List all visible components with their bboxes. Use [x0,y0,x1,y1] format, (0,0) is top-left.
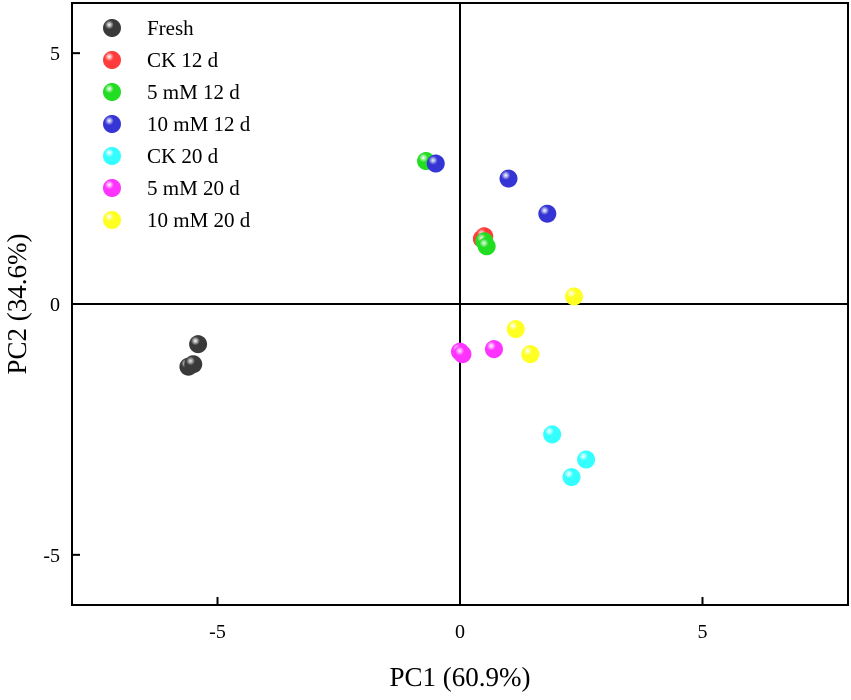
legend-label: CK 20 d [147,144,219,168]
legend-label: 5 mM 20 d [147,176,240,200]
legend-marker [103,179,121,197]
legend-marker [103,19,121,37]
series-fresh [179,335,208,376]
data-point [189,335,208,354]
data-point [564,287,583,306]
legend-label: Fresh [147,16,194,40]
legend-marker [103,211,121,229]
y-tick-label: 0 [50,294,60,316]
data-point [184,355,203,374]
data-point [562,468,581,487]
data-point [499,169,518,188]
series-ck-20-d [543,425,596,487]
x-axis-title: PC1 (60.9%) [390,662,531,692]
legend-marker [103,51,121,69]
y-tick-label: -5 [43,545,60,567]
data-point [538,204,557,223]
legend-marker [103,147,121,165]
y-tick-label: 5 [50,43,60,65]
y-axis-title: PC2 (34.6%) [2,234,32,375]
legend-label: 10 mM 12 d [147,112,251,136]
legend-marker [103,115,121,133]
series-10-mm-12-d [426,154,557,223]
legend-label: 10 mM 20 d [147,208,251,232]
series-5-mm-12-d [417,152,496,256]
legend-label: CK 12 d [147,48,219,72]
x-tick-label: 0 [455,621,465,643]
data-point [484,340,503,359]
x-tick-label: 5 [698,621,708,643]
legend-marker [103,83,121,101]
data-point [426,154,445,173]
data-point [543,425,562,444]
data-point [521,345,540,364]
data-point [506,320,525,339]
series-5-mm-20-d [451,340,503,364]
series-10-mm-20-d [506,287,583,364]
data-point [577,450,596,469]
legend-label: 5 mM 12 d [147,80,240,104]
data-point [453,345,472,364]
data-point [477,237,496,256]
x-tick-label: -5 [209,621,226,643]
